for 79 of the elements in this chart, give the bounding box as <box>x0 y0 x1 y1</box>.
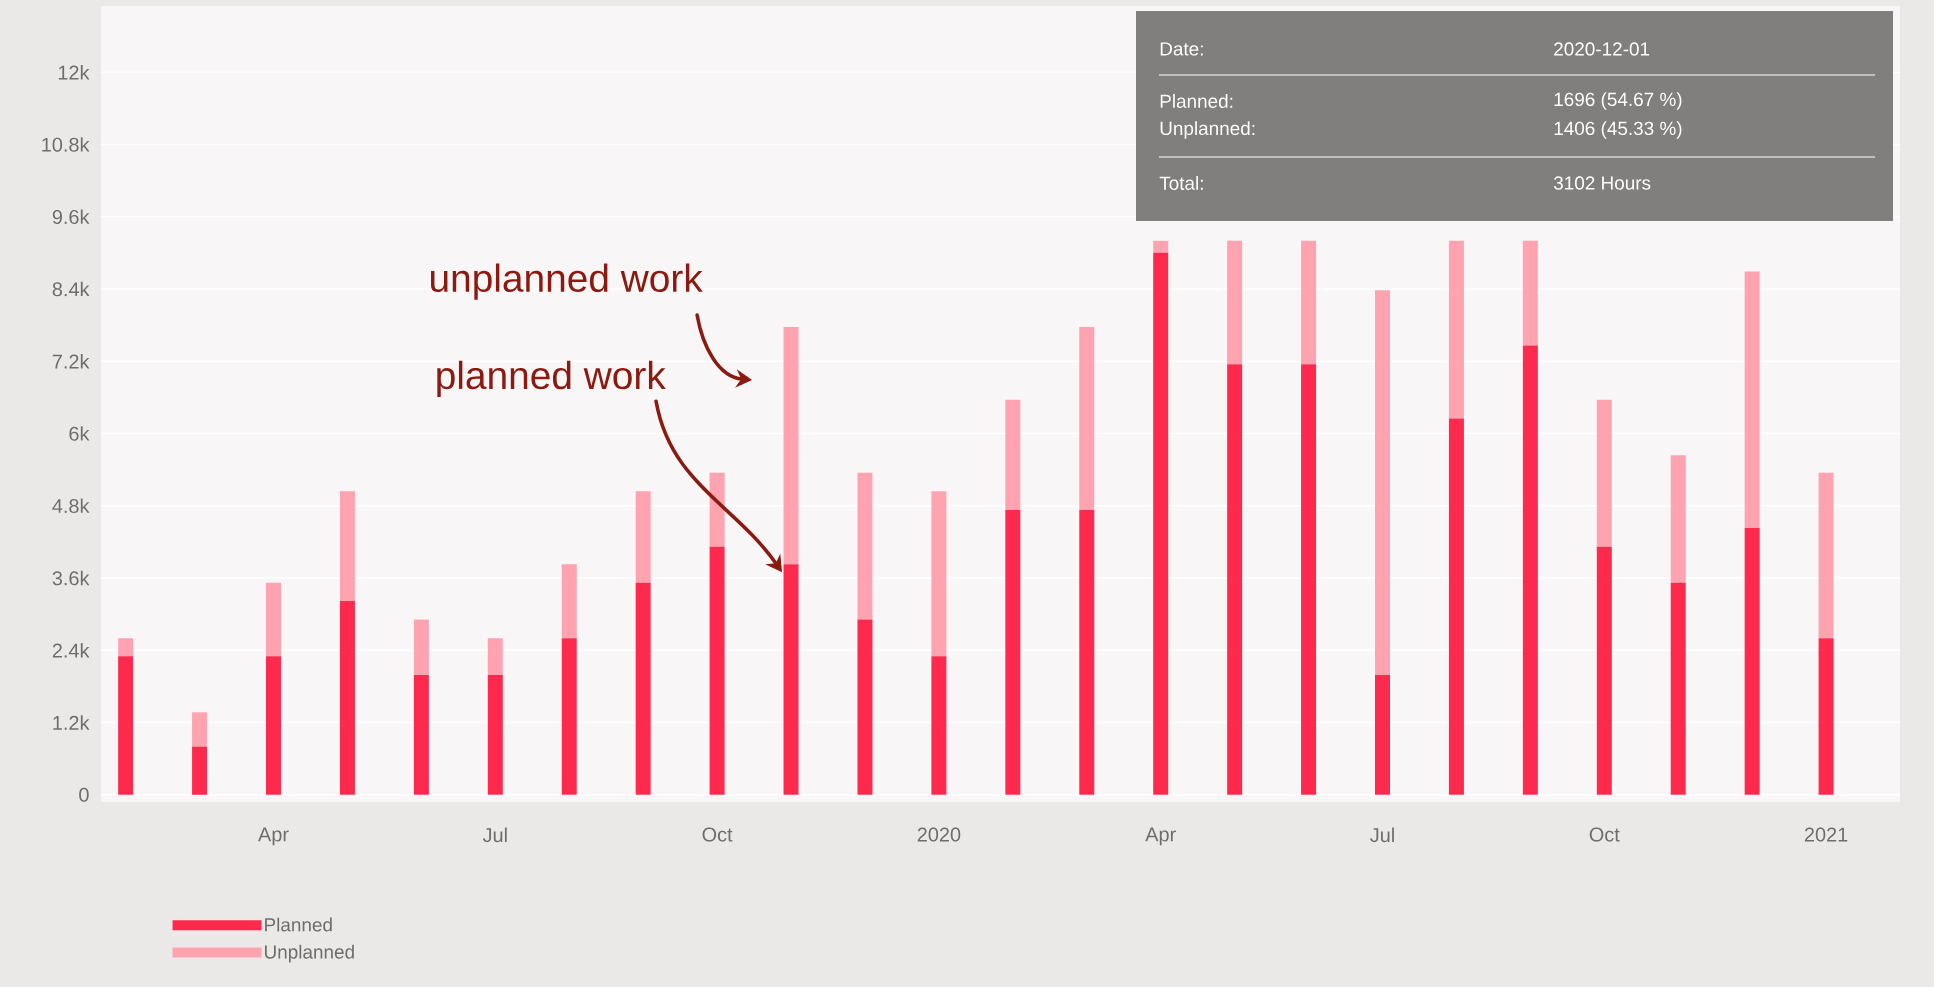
bar <box>1744 528 1760 795</box>
bar <box>1818 472 1834 639</box>
y-tick-label: 1.2k <box>53 715 90 730</box>
bar <box>561 638 577 795</box>
bar <box>1670 455 1686 583</box>
bar <box>413 674 429 795</box>
bar <box>561 564 577 639</box>
bar <box>1375 674 1390 795</box>
bar <box>1596 546 1612 795</box>
bar <box>1153 240 1169 253</box>
bar <box>1301 240 1317 365</box>
y-tick-label: 3.6k <box>52 570 90 586</box>
bar <box>118 638 134 657</box>
bar <box>192 746 208 795</box>
bar <box>266 582 282 657</box>
bar <box>1448 418 1464 795</box>
bar <box>1227 364 1243 795</box>
bar <box>339 600 355 795</box>
bar <box>709 472 725 547</box>
bar <box>783 326 799 565</box>
bar <box>1375 290 1390 675</box>
bar <box>1744 271 1760 529</box>
bar <box>192 712 208 747</box>
bar <box>487 674 503 795</box>
bar <box>413 619 429 675</box>
bar <box>487 638 503 675</box>
bar <box>118 656 134 795</box>
bar <box>266 656 282 795</box>
x-tick-label: Jul <box>1370 827 1394 843</box>
bar <box>635 582 651 795</box>
bar <box>1005 509 1021 795</box>
bar <box>857 472 873 620</box>
bar <box>339 491 355 601</box>
annotation: 1696 (54.67 %) <box>1554 92 1682 110</box>
bar <box>709 546 725 795</box>
annotation: Planned: <box>1160 94 1233 108</box>
bar <box>1596 399 1612 547</box>
annotation: unplanned work <box>431 263 703 300</box>
bar <box>1153 252 1169 795</box>
bar <box>1448 240 1464 419</box>
annotation: planned work <box>437 360 666 397</box>
bar <box>857 619 873 795</box>
bar <box>1818 638 1834 795</box>
y-tick-label: 0 <box>79 787 89 802</box>
y-tick-label: 12k <box>58 65 90 80</box>
bar <box>1079 509 1095 795</box>
bar <box>1079 326 1095 510</box>
y-tick-label: 7.2k <box>52 354 90 369</box>
legend-label: Planned <box>265 917 332 932</box>
bar <box>783 564 799 795</box>
y-tick-label: 6k <box>69 426 90 441</box>
bar <box>931 656 947 795</box>
bar <box>1670 582 1686 795</box>
annotation: Date: <box>1160 42 1203 56</box>
y-tick-label: 4.8k <box>52 498 90 514</box>
bar <box>1227 240 1243 365</box>
y-tick-label: 10.8k <box>42 137 90 152</box>
bar <box>931 491 947 657</box>
annotation: 3102 Hours <box>1553 176 1651 190</box>
x-tick-label: Oct <box>1589 827 1620 842</box>
x-tick-label: Jul <box>482 827 507 843</box>
y-tick-label: 8.4k <box>52 281 90 297</box>
annotation: 2020-12-01 <box>1554 42 1650 56</box>
legend-label: Unplanned <box>264 944 354 963</box>
bar <box>635 491 651 583</box>
x-tick-label: Oct <box>702 827 733 842</box>
x-tick-label: Apr <box>1145 827 1176 846</box>
bar <box>1301 364 1317 795</box>
bar <box>1005 399 1021 510</box>
annotation: 1406 (45.33 %) <box>1554 121 1682 139</box>
bar <box>1522 240 1538 346</box>
annotation: Total: <box>1159 176 1203 190</box>
y-tick-label: 9.6k <box>52 209 90 225</box>
x-tick-label: 2021 <box>1804 827 1848 842</box>
annotation: Unplanned: <box>1160 121 1255 139</box>
y-tick-label: 2.4k <box>52 643 90 658</box>
bar <box>1522 345 1538 795</box>
x-tick-label: Apr <box>258 827 289 846</box>
x-tick-label: 2020 <box>917 827 961 842</box>
